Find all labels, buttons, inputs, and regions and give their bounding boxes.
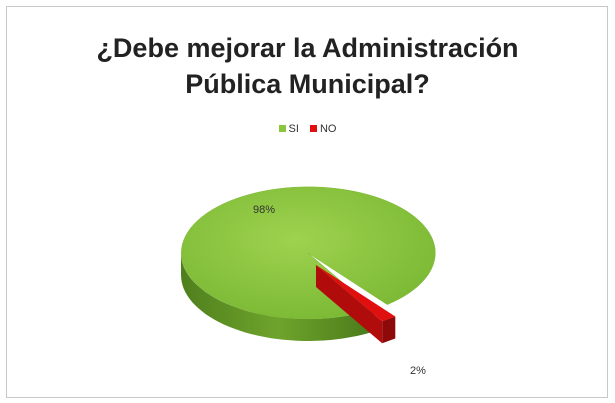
slice-si [181,186,436,320]
slice-no-side [382,316,396,344]
legend-label-si: SI [288,123,299,135]
chart-title: ¿Debe mejorar la Administración Pública … [0,30,615,102]
pie-slices [181,186,436,344]
legend-item-si: SI [278,123,299,135]
slice-si-side [181,253,375,341]
chart-legend: SI NO [0,123,615,135]
slice-no [316,265,396,322]
data-label-si: 98% [253,204,275,216]
data-label-no: 2% [410,365,426,377]
pie-data-labels: 98% 2% [253,204,426,377]
legend-swatch-si [278,125,286,132]
legend-item-no: NO [309,123,337,135]
legend-swatch-no [309,125,317,132]
chart-title-line-2: Pública Municipal? [185,69,430,99]
legend-label-no: NO [319,123,337,135]
chart-title-line-1: ¿Debe mejorar la Administración [96,33,519,63]
slice-no-wall [316,265,383,344]
